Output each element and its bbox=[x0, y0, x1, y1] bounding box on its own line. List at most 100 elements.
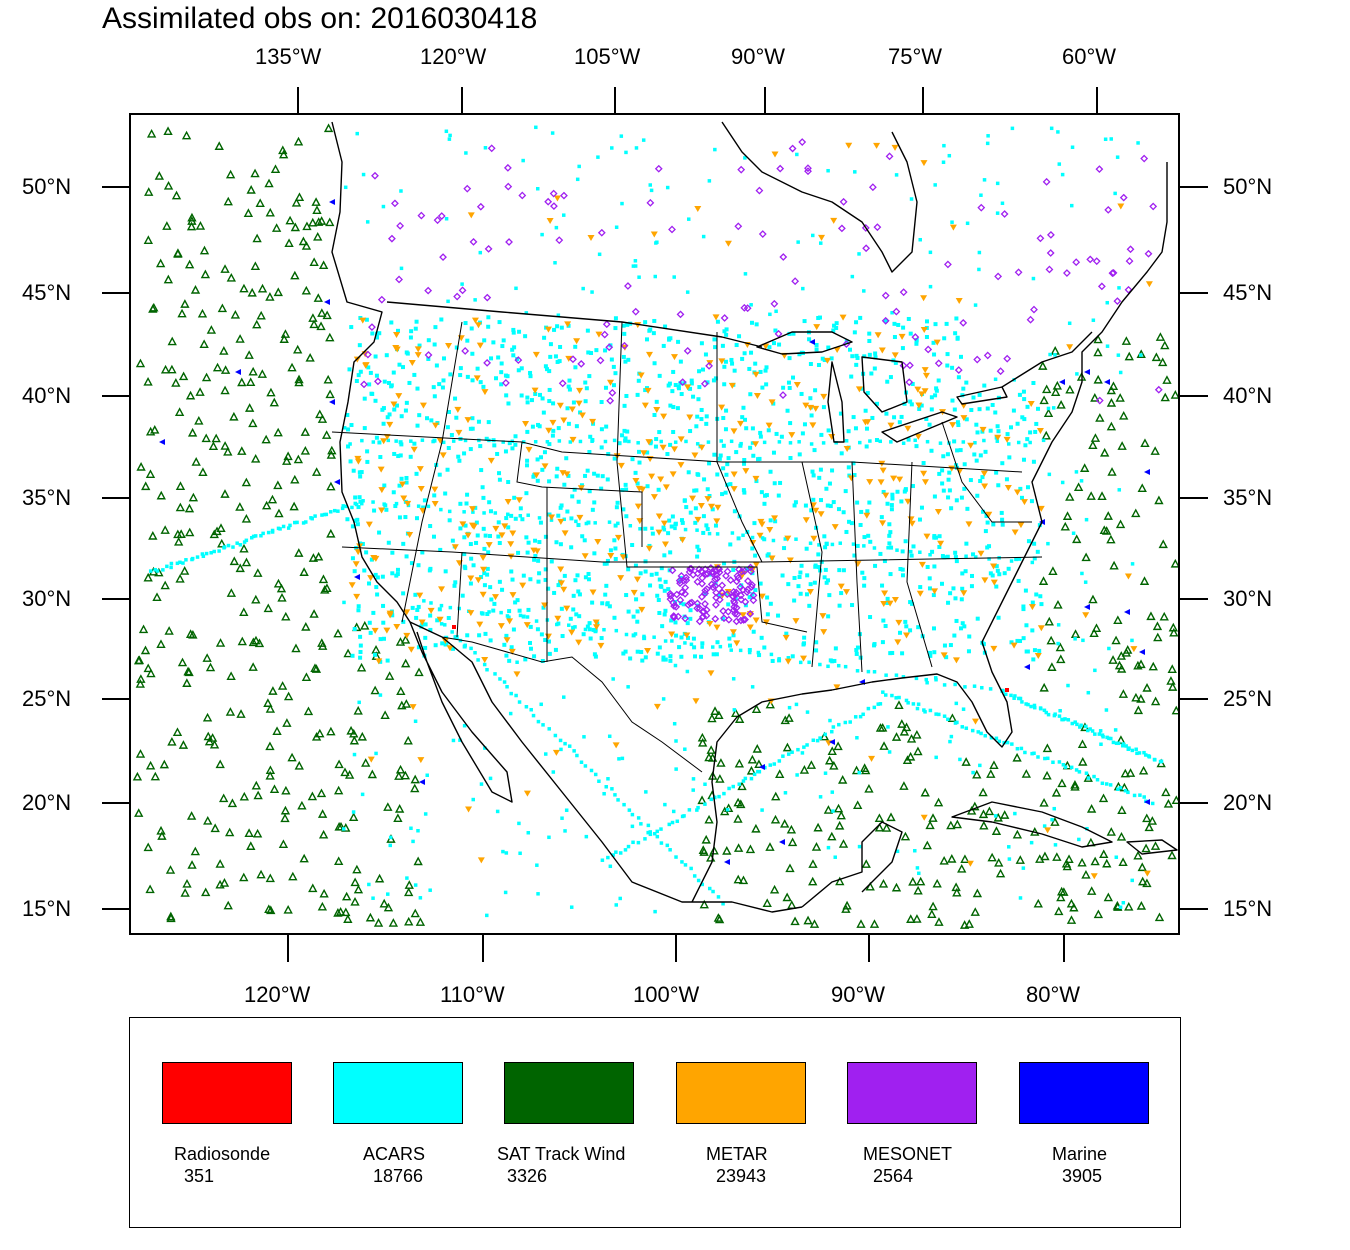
obs-marker bbox=[486, 420, 491, 425]
obs-marker bbox=[548, 514, 556, 521]
obs-marker bbox=[607, 520, 612, 524]
obs-marker bbox=[558, 542, 563, 547]
obs-marker bbox=[643, 559, 648, 564]
obs-marker bbox=[1144, 799, 1150, 805]
left-tick bbox=[102, 698, 129, 700]
obs-marker bbox=[1116, 353, 1121, 357]
obs-marker bbox=[360, 438, 364, 443]
obs-marker bbox=[480, 485, 485, 490]
obs-marker bbox=[850, 354, 855, 359]
state-line bbox=[456, 551, 463, 638]
obs-marker bbox=[473, 505, 478, 510]
obs-marker bbox=[968, 478, 973, 483]
obs-marker bbox=[977, 392, 982, 397]
obs-marker bbox=[967, 634, 972, 639]
obs-marker bbox=[594, 348, 599, 353]
obs-marker bbox=[984, 513, 989, 518]
obs-marker bbox=[588, 636, 593, 641]
obs-marker bbox=[1080, 571, 1084, 576]
obs-marker bbox=[681, 602, 686, 607]
obs-marker bbox=[733, 610, 742, 619]
legend-item-marine: Marine 3905 bbox=[1019, 1062, 1149, 1186]
obs-marker bbox=[450, 630, 454, 634]
obs-marker bbox=[509, 513, 514, 518]
obs-marker bbox=[688, 598, 696, 607]
obs-marker bbox=[688, 510, 693, 515]
obs-marker bbox=[1104, 708, 1109, 712]
obs-marker bbox=[653, 909, 657, 914]
obs-marker bbox=[833, 684, 841, 691]
obs-marker bbox=[507, 609, 512, 614]
obs-marker bbox=[970, 907, 980, 916]
obs-marker bbox=[863, 408, 868, 413]
obs-marker bbox=[802, 635, 807, 640]
obs-marker bbox=[484, 436, 489, 441]
obs-marker bbox=[737, 165, 746, 174]
obs-marker bbox=[355, 517, 360, 522]
obs-marker bbox=[921, 461, 926, 466]
obs-marker bbox=[482, 583, 487, 588]
obs-marker bbox=[741, 615, 749, 624]
obs-marker bbox=[682, 573, 690, 582]
obs-marker bbox=[972, 684, 977, 688]
obs-marker bbox=[868, 615, 873, 620]
obs-marker bbox=[635, 481, 640, 486]
obs-marker bbox=[914, 339, 919, 344]
obs-marker bbox=[318, 829, 329, 839]
obs-marker bbox=[1065, 384, 1075, 394]
obs-marker bbox=[912, 914, 922, 923]
obs-marker bbox=[699, 341, 704, 346]
obs-marker bbox=[546, 639, 551, 644]
obs-marker bbox=[178, 740, 189, 749]
obs-marker bbox=[532, 351, 540, 358]
obs-marker bbox=[410, 774, 420, 784]
state-borders bbox=[331, 321, 1043, 773]
obs-marker bbox=[343, 914, 353, 923]
obs-marker bbox=[949, 224, 957, 231]
obs-marker bbox=[904, 425, 912, 432]
obs-marker bbox=[475, 533, 480, 538]
obs-marker bbox=[826, 428, 831, 433]
obs-marker bbox=[964, 380, 969, 385]
obs-marker bbox=[447, 509, 452, 514]
obs-marker bbox=[452, 625, 456, 629]
obs-marker bbox=[882, 559, 887, 564]
obs-marker bbox=[749, 303, 753, 307]
obs-marker bbox=[266, 387, 276, 397]
left-lat-label: 30°N bbox=[22, 586, 72, 611]
obs-marker bbox=[915, 866, 920, 870]
obs-marker bbox=[697, 385, 702, 390]
obs-marker bbox=[722, 561, 727, 566]
obs-marker bbox=[741, 779, 746, 783]
obs-marker bbox=[582, 538, 587, 543]
obs-marker bbox=[535, 478, 540, 483]
obs-marker bbox=[381, 421, 386, 426]
obs-marker bbox=[960, 621, 965, 626]
obs-marker bbox=[416, 563, 421, 568]
obs-marker bbox=[244, 403, 255, 412]
obs-marker bbox=[492, 443, 497, 448]
obs-marker bbox=[961, 440, 966, 444]
obs-marker bbox=[437, 607, 442, 612]
obs-marker bbox=[681, 614, 690, 623]
obs-marker bbox=[743, 156, 747, 160]
obs-marker bbox=[511, 353, 516, 358]
obs-marker bbox=[603, 348, 608, 353]
obs-marker bbox=[805, 743, 809, 747]
obs-marker bbox=[517, 608, 522, 613]
obs-marker bbox=[1118, 689, 1129, 698]
obs-marker bbox=[643, 320, 648, 325]
obs-marker bbox=[525, 550, 530, 555]
obs-marker bbox=[473, 298, 477, 302]
obs-marker bbox=[906, 437, 911, 442]
obs-marker bbox=[1107, 736, 1111, 741]
obs-marker bbox=[533, 391, 538, 396]
obs-marker bbox=[1143, 870, 1151, 877]
obs-marker bbox=[246, 185, 256, 194]
obs-marker bbox=[812, 405, 820, 412]
obs-marker bbox=[808, 876, 818, 886]
obs-marker bbox=[506, 480, 511, 485]
obs-marker bbox=[253, 534, 258, 538]
obs-marker bbox=[577, 164, 581, 169]
obs-marker bbox=[985, 511, 993, 518]
